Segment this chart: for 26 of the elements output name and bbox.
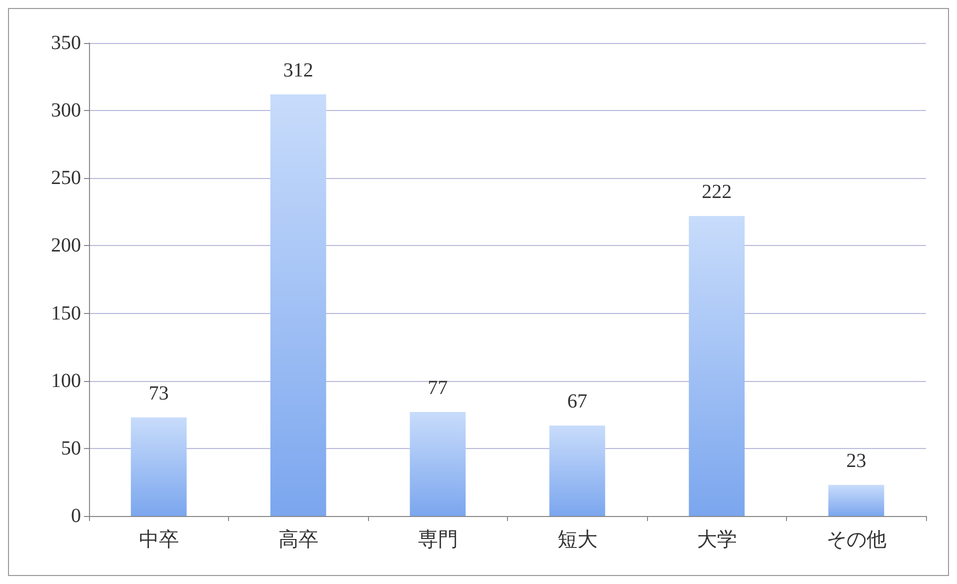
y-tick-label: 0 — [71, 505, 81, 527]
data-label: 23 — [846, 450, 866, 472]
bar — [549, 425, 606, 516]
y-tick-label: 250 — [51, 167, 81, 190]
y-tick-label: 200 — [51, 234, 81, 257]
x-tick-label: 短大 — [557, 529, 598, 551]
x-tick-label: 専門 — [418, 529, 458, 551]
data-label: 222 — [702, 180, 732, 203]
y-tick-label: 100 — [51, 370, 81, 392]
data-label: 73 — [148, 382, 169, 404]
bar — [410, 412, 466, 516]
y-tick-label: 50 — [61, 437, 81, 460]
bar — [688, 216, 745, 516]
y-tick-label: 300 — [51, 100, 81, 122]
y-tick-label: 150 — [51, 302, 81, 324]
data-label: 67 — [567, 390, 588, 412]
data-label: 77 — [428, 376, 448, 399]
x-tick-label: 大学 — [696, 529, 737, 551]
bar — [130, 417, 187, 516]
bar — [828, 484, 884, 516]
y-tick-label: 350 — [51, 32, 81, 54]
x-tick-label: その他 — [826, 529, 886, 551]
data-label: 312 — [283, 59, 314, 82]
x-tick-label: 中卒 — [138, 529, 179, 551]
x-tick-label: 高卒 — [278, 528, 318, 551]
bar — [270, 94, 326, 516]
